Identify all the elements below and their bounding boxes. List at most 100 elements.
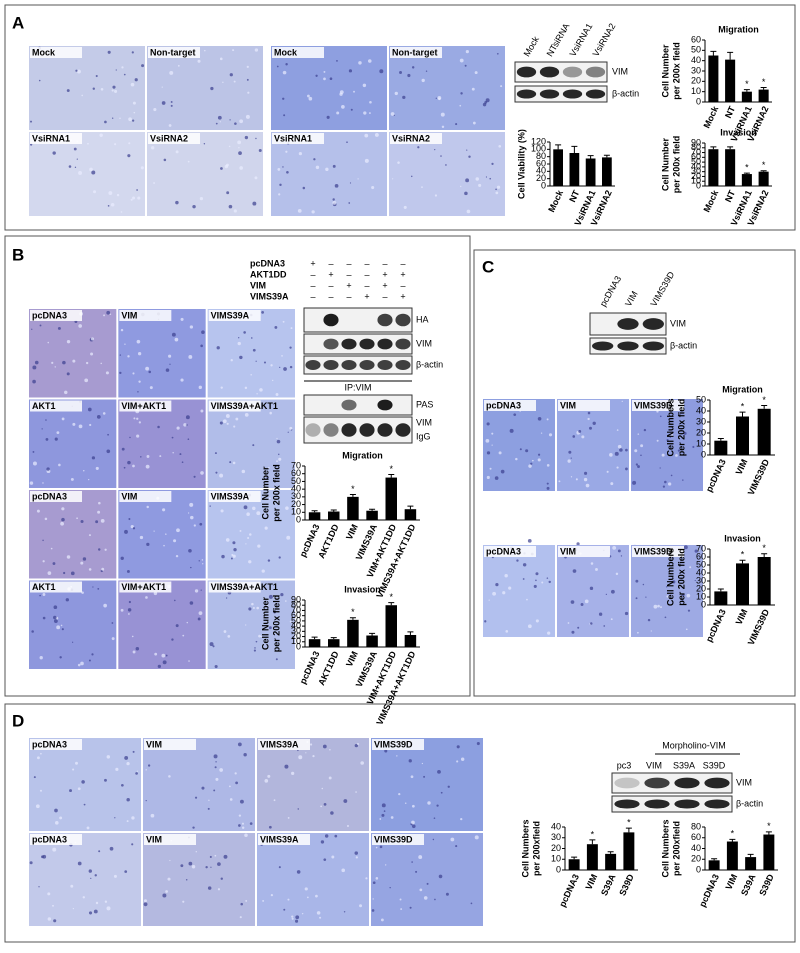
cell-texture bbox=[215, 122, 218, 125]
cell-texture bbox=[255, 640, 258, 643]
cell-texture bbox=[332, 164, 336, 168]
cell-texture bbox=[527, 624, 532, 629]
cell-texture bbox=[217, 115, 222, 120]
cell-texture bbox=[584, 599, 589, 604]
cell-texture bbox=[423, 896, 428, 900]
cell-texture bbox=[210, 866, 212, 868]
y-axis-label: Cell Numbers bbox=[665, 548, 675, 606]
bar bbox=[366, 635, 378, 647]
bar bbox=[586, 844, 598, 870]
cell-texture bbox=[411, 804, 415, 808]
cell-texture bbox=[107, 204, 110, 207]
micrograph-label: VIMS39A bbox=[211, 491, 250, 501]
cell-texture bbox=[88, 534, 91, 537]
significance-mark: * bbox=[745, 162, 749, 172]
cell-texture bbox=[246, 65, 249, 68]
y-tick-label: 10 bbox=[691, 86, 701, 96]
cell-texture bbox=[32, 379, 36, 384]
error-bar bbox=[761, 405, 768, 409]
y-tick-label: 40 bbox=[691, 55, 701, 65]
cell-texture bbox=[183, 423, 187, 427]
cell-texture bbox=[99, 133, 103, 138]
cell-texture bbox=[427, 801, 431, 805]
micrograph bbox=[389, 132, 505, 216]
cell-texture bbox=[271, 379, 274, 382]
cell-texture bbox=[80, 661, 84, 666]
micrograph-label-bg bbox=[272, 133, 324, 144]
y-tick-label: 50 bbox=[691, 156, 701, 166]
cell-texture bbox=[677, 449, 681, 452]
cell-texture bbox=[664, 616, 667, 619]
cell-texture bbox=[301, 912, 304, 915]
cell-texture bbox=[367, 59, 372, 63]
cell-texture bbox=[423, 775, 426, 778]
cell-texture bbox=[482, 102, 487, 107]
panel-letter: D bbox=[12, 711, 24, 730]
cell-texture bbox=[81, 94, 83, 97]
cell-texture bbox=[283, 908, 286, 911]
cell-texture bbox=[570, 600, 575, 604]
cell-texture bbox=[434, 898, 436, 901]
micrograph bbox=[29, 309, 117, 398]
cell-texture bbox=[75, 761, 78, 765]
cell-texture bbox=[105, 371, 109, 375]
cell-texture bbox=[194, 796, 198, 799]
micrograph bbox=[483, 399, 555, 491]
cell-texture bbox=[275, 465, 277, 468]
cell-texture bbox=[528, 464, 532, 468]
chart-title: Migration bbox=[722, 384, 763, 394]
cell-texture bbox=[472, 121, 476, 125]
y-tick-label: 50 bbox=[291, 476, 301, 486]
micrograph-label-bg bbox=[208, 491, 261, 502]
cell-texture bbox=[66, 89, 70, 92]
cell-texture bbox=[107, 50, 111, 54]
cell-texture bbox=[240, 902, 243, 906]
y-tick-label: 70 bbox=[691, 147, 701, 157]
y-tick-label: 70 bbox=[291, 605, 301, 615]
cell-texture bbox=[404, 802, 407, 805]
cell-texture bbox=[215, 761, 217, 763]
cell-texture bbox=[241, 822, 245, 825]
cell-texture bbox=[194, 589, 199, 593]
cell-texture bbox=[74, 166, 77, 169]
band-label: IgG bbox=[416, 431, 431, 441]
bar bbox=[569, 153, 580, 186]
lane-label: VIMS39D bbox=[648, 269, 676, 308]
y-tick-label: 10 bbox=[291, 636, 301, 646]
y-tick-label: 0 bbox=[556, 864, 561, 874]
cell-texture bbox=[107, 433, 109, 436]
cell-texture bbox=[47, 571, 52, 575]
cell-texture bbox=[66, 372, 70, 376]
band bbox=[395, 360, 411, 370]
cell-texture bbox=[667, 482, 672, 486]
cell-texture bbox=[399, 71, 402, 74]
cell-texture bbox=[238, 337, 240, 339]
cell-texture bbox=[153, 107, 157, 112]
error-bar bbox=[349, 617, 356, 620]
band bbox=[359, 338, 375, 350]
band bbox=[377, 423, 393, 437]
band bbox=[674, 777, 700, 789]
cell-texture bbox=[316, 911, 321, 915]
bar bbox=[347, 496, 359, 520]
cell-texture bbox=[260, 635, 263, 638]
cell-texture bbox=[595, 568, 598, 571]
cell-texture bbox=[625, 467, 628, 471]
cell-texture bbox=[229, 73, 233, 77]
cell-texture bbox=[233, 209, 237, 213]
y-tick-label: 70 bbox=[291, 460, 301, 470]
cell-texture bbox=[104, 120, 107, 124]
blot bbox=[303, 307, 413, 333]
cell-texture bbox=[239, 119, 244, 124]
micrograph-label-bg bbox=[272, 47, 324, 58]
cell-texture bbox=[258, 148, 262, 152]
cell-texture bbox=[666, 595, 669, 598]
cell-texture bbox=[656, 439, 659, 442]
condition-sign: + bbox=[346, 280, 351, 290]
cell-texture bbox=[215, 777, 219, 781]
cell-texture bbox=[93, 909, 98, 914]
cell-texture bbox=[45, 437, 49, 441]
cell-texture bbox=[205, 865, 208, 869]
cell-texture bbox=[36, 509, 40, 513]
